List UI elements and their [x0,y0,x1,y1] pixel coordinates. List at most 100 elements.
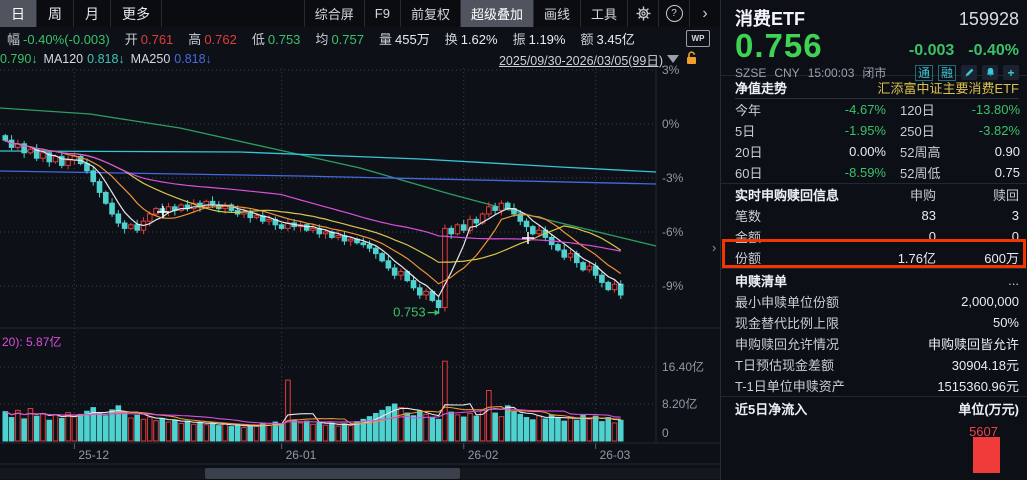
price-axis-label: 0% [662,117,680,131]
flow-bar-value: 5607 [969,424,998,439]
x-axis-label: 26-01 [286,448,317,462]
margin-badge-tong[interactable]: 通 [914,64,933,81]
panel-collapse-icon[interactable]: › [712,240,717,255]
volume-bar [360,418,367,442]
scrollbar-thumb[interactable] [205,468,460,479]
volume-bar [115,405,122,442]
tab-more-periods[interactable]: 更多 [111,0,162,27]
fund-info-panel: › 消费ETF 159928 0.756 -0.003 -0.40% SZSE … [712,0,1027,480]
volume-bar [341,423,348,442]
col-redeem: 赎回 [992,188,1019,203]
stat-amplitude: 振 1.19% [512,32,566,47]
super-overlay-button[interactable]: 超级叠加 [459,0,533,27]
candle [46,152,53,163]
ma60-line [5,139,621,252]
col-subscribe: 申购 [909,188,936,203]
volume-bar [165,421,172,442]
stat-low: 低 0.753 [251,32,301,47]
quote-stats-row: 幅 -0.40%(-0.003) 开 0.761 高 0.762 低 0.753 均 0.… [0,27,720,50]
currency-label: CNY [774,65,800,80]
fund-full-name[interactable]: 汇添富中证主要消费ETF [877,80,1019,96]
cyan-overlay-line [0,150,657,173]
help-icon[interactable]: ? [658,0,689,27]
volume-bar [423,413,429,442]
volume-bar [203,424,210,442]
volume-bar [178,422,184,442]
volume-bar [523,417,530,442]
candle [385,260,392,269]
more-ellipsis[interactable]: ... [1008,272,1019,288]
ma60-value: 0.790↓ [0,52,38,66]
volume-bar [592,415,599,442]
price-axis-label: -6% [662,225,684,239]
volume-bar [209,422,216,442]
candle [416,287,423,296]
triangle-down-icon[interactable] [667,55,679,63]
volume-bar [216,425,222,442]
candle [504,202,511,210]
volume-bar [234,424,241,442]
composite-screen-button[interactable]: 综合屏 [303,0,364,27]
chevron-right-icon[interactable]: › [689,0,720,27]
margin-badge-rong[interactable]: 融 [937,64,956,81]
candle [517,213,524,222]
chart-scrollbar[interactable] [0,468,720,479]
candle [467,218,473,231]
candle [347,238,354,242]
stat-change: 幅 -0.40%(-0.003) [7,32,110,47]
forward-adjust-button[interactable]: 前复权 [399,0,460,27]
volume-bar [71,416,78,442]
volume-bar [504,405,511,442]
list-item: T-1日单位申赎资产 1515360.96元 [735,379,1019,394]
candle [379,253,385,262]
quote-time: 15:00:03 [807,65,855,80]
volume-bar [442,360,448,442]
edit-pencil-icon[interactable] [961,65,977,80]
candle [65,159,71,166]
date-range-link[interactable]: 2025/09/30-2026/03/05(99日) [498,53,663,68]
volume-bar [498,416,505,442]
vol-ma20-line [5,408,621,425]
list-item: 现金替代比例上限 50% [735,315,1019,331]
candle [523,220,530,228]
volume-bar [448,411,454,442]
tools-button[interactable]: 工具 [579,0,627,27]
top-toolbar: 日 周 月 更多 综合屏 F9 前复权 超级叠加 画线 工具 ? › [0,0,720,28]
add-plus-icon[interactable]: + [1003,65,1019,80]
stat-avg: 均 0.757 [315,32,364,47]
candle [366,244,373,249]
stat-open: 开 0.761 [124,32,174,47]
volume-bar [172,419,178,442]
gear-icon[interactable] [627,0,658,27]
tab-weekly[interactable]: 周 [37,0,74,27]
candle [278,224,285,229]
draw-line-button[interactable]: 画线 [532,0,580,27]
tab-daily[interactable]: 日 [0,0,37,27]
unlock-icon[interactable] [685,50,698,68]
volume-axis-label: 0 [662,426,669,440]
ma-legend-row: 0.790↓ MA120 0.818↓ MA250 0.818↓ 2025/09/3… [0,50,720,68]
volume-bar [253,425,260,442]
candle [96,181,103,193]
alert-bell-icon[interactable] [982,65,998,80]
candle [128,224,134,229]
volume-bar [272,421,279,442]
candle [580,262,586,271]
volume-bar [197,422,203,442]
candle [40,152,46,159]
last-price: 0.756 [735,27,823,64]
x-axis-label: 25-12 [78,448,109,462]
exchange-label: SZSE [735,65,767,80]
tab-monthly[interactable]: 月 [74,0,111,27]
volume-bar [266,424,272,442]
candlestick-chart[interactable]: 3% 0% -3% -6% -9% 16.40亿 8.20亿 0 25-12 26-01 26-02… [0,0,720,480]
candle [391,267,398,276]
wp-monitor-icon[interactable]: WP [686,30,710,47]
f9-button[interactable]: F9 [363,0,400,27]
candle [586,265,593,271]
price-axis-label: 3% [662,63,680,77]
nav-row: 20日 0.00% 52周高 0.90 [735,144,1020,160]
candle [410,280,417,289]
realtime-subscription-section: 实时申购赎回信息 申购 赎回 笔数 83 3 金额 0 0 份额 1.76亿 600万 [721,183,1027,268]
